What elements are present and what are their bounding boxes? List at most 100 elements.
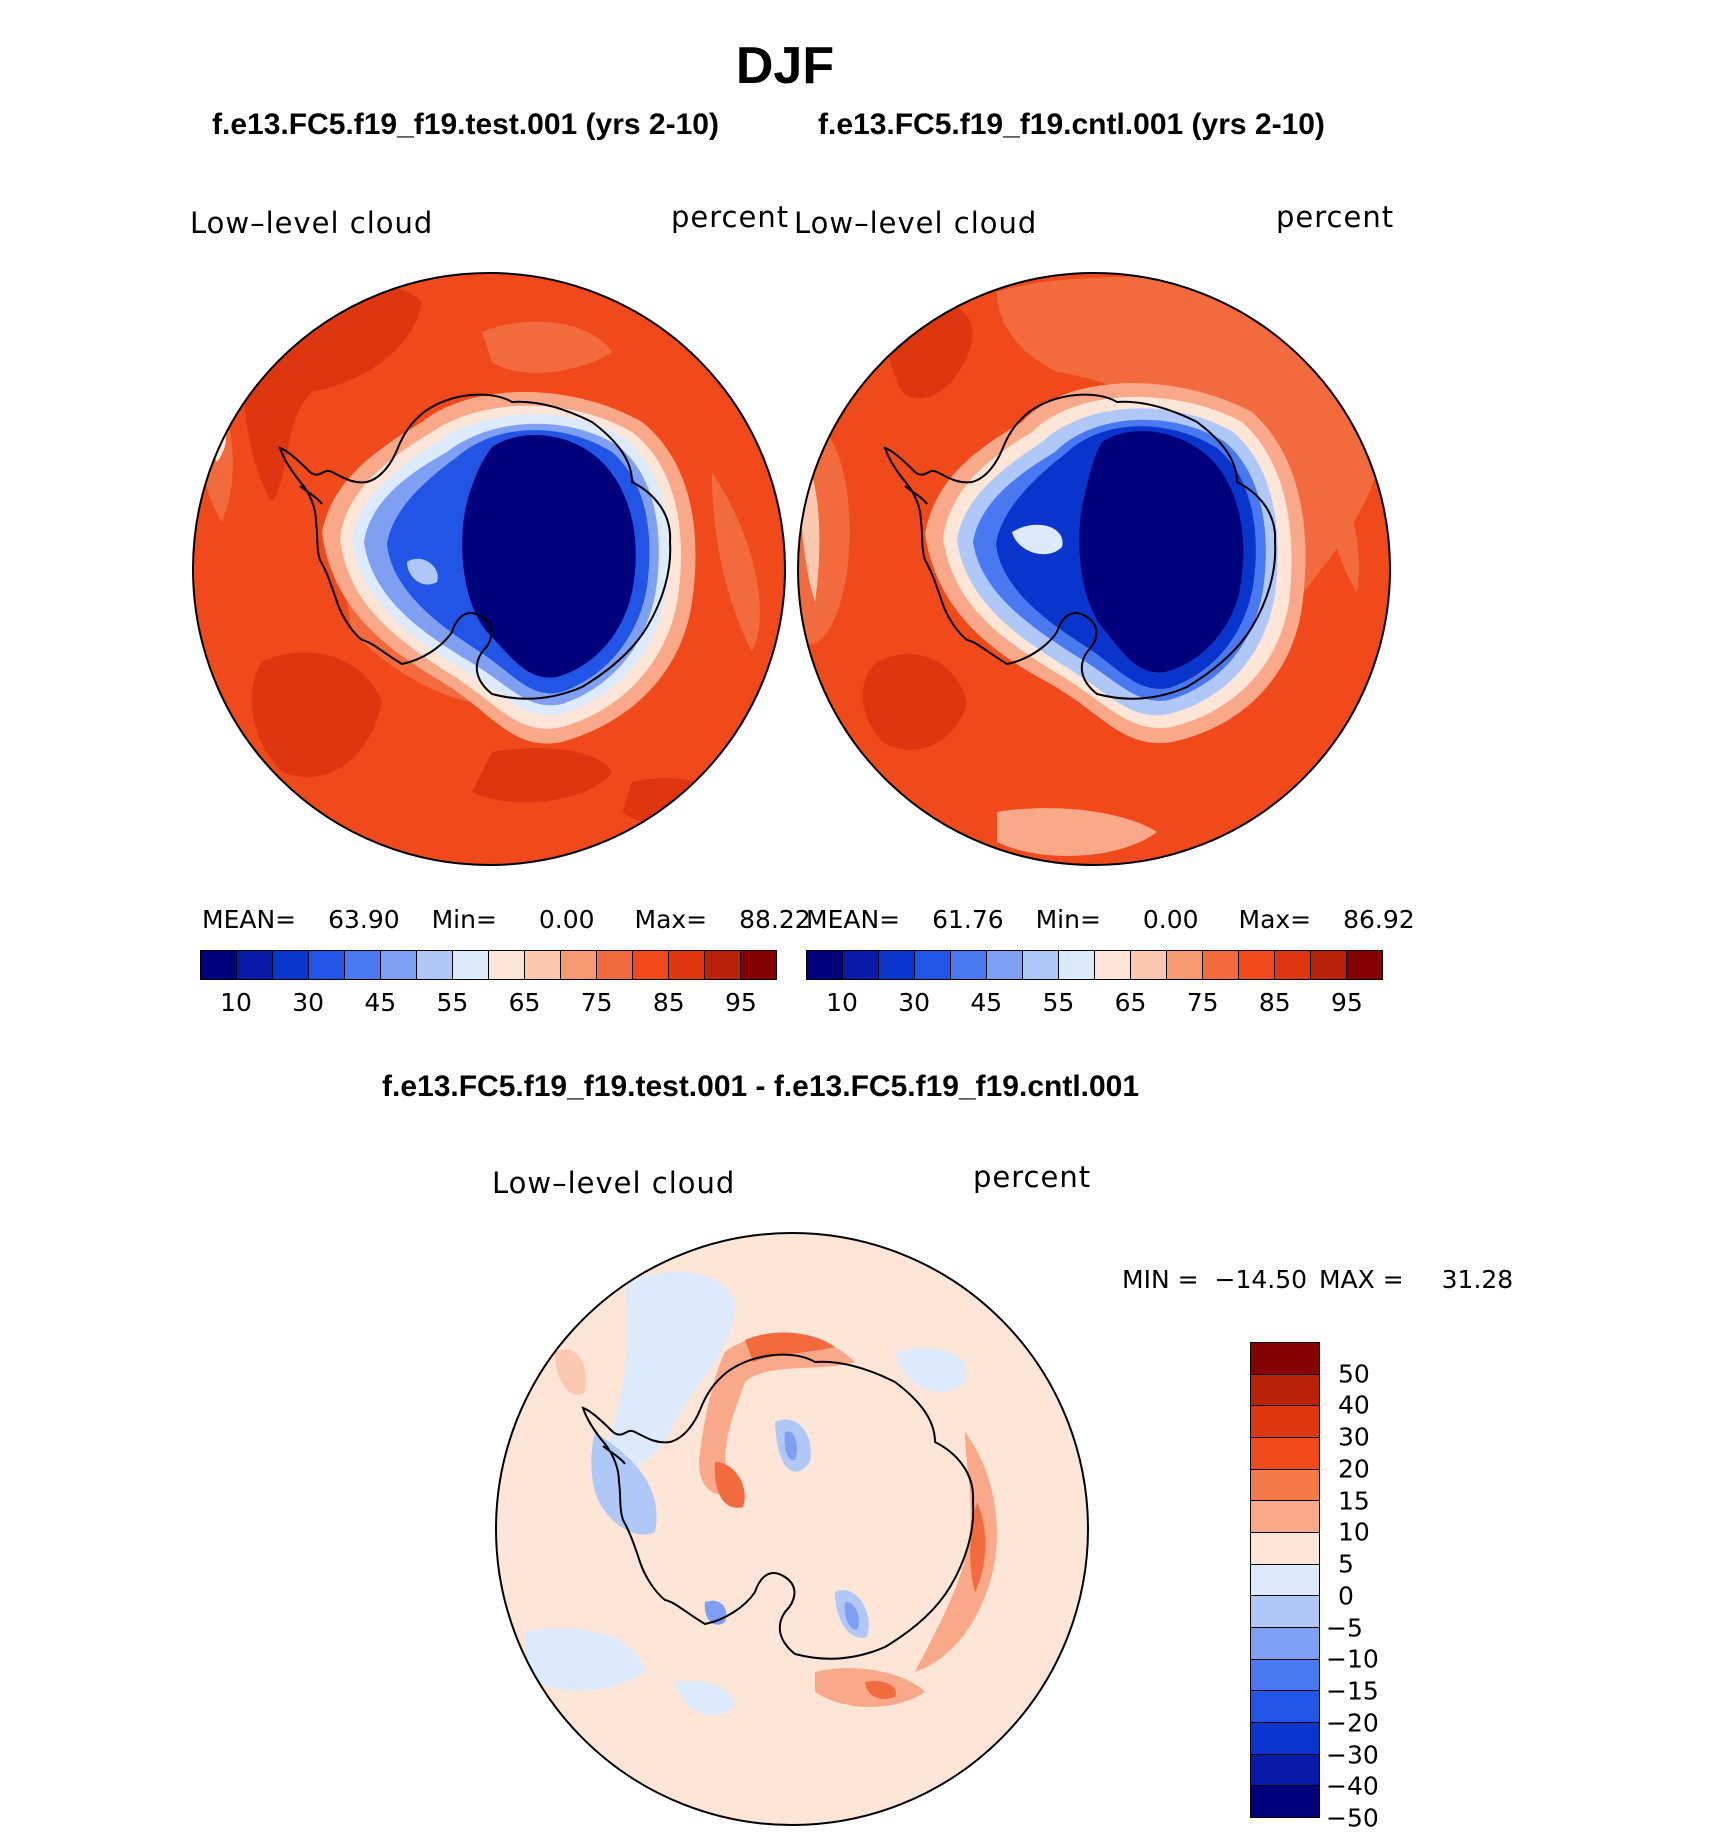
right-case-title: f.e13.FC5.f19_f19.cntl.001 (yrs 2-10) [818, 108, 1325, 141]
map-coastline [581, 1353, 975, 1660]
colorbar-tick-label: 10 [826, 988, 858, 1017]
colorbar-swatch [1251, 1564, 1319, 1597]
diff-minmax: MIN = −14.50 MAX = 31.28 [1122, 1265, 1513, 1294]
diff-case-title: f.e13.FC5.f19_f19.test.001 - f.e13.FC5.f… [382, 1070, 1140, 1103]
map-negative-region [591, 1432, 657, 1535]
colorbar-swatch [879, 951, 915, 979]
map-light-patch [407, 558, 438, 585]
left-case-title: f.e13.FC5.f19_f19.test.001 (yrs 2-10) [212, 108, 719, 141]
max-label: MAX = [1318, 1265, 1404, 1294]
colorbar-tick-label: 20 [1338, 1454, 1370, 1484]
colorbar-swatch [525, 951, 561, 979]
colorbar-swatch [1251, 1786, 1319, 1818]
map-blue-region [462, 435, 636, 678]
colorbar-tick-label: 55 [1042, 988, 1075, 1017]
map-positive-region [555, 1349, 586, 1395]
map-border [495, 1232, 1089, 1826]
colorbar-tick-label: 95 [725, 988, 757, 1017]
colorbar-tick-label: 10 [1338, 1517, 1370, 1547]
colorbar-swatch [273, 951, 309, 979]
map-negative-region [675, 1680, 735, 1715]
colorbar-swatch [1251, 1723, 1319, 1755]
colorbar-swatch [987, 951, 1023, 979]
map-coastline [602, 1445, 626, 1465]
colorbar-swatch [1239, 951, 1275, 979]
colorbar-tick-label: −40 [1326, 1771, 1379, 1801]
colorbar-tick-label: 55 [436, 988, 469, 1017]
map-light-region [997, 808, 1157, 856]
colorbar-swatch [201, 951, 237, 979]
colorbar-tick-label: 30 [1338, 1422, 1370, 1452]
colorbar-swatch [1167, 951, 1203, 979]
min-label: Min= [431, 905, 497, 934]
map-positive-region [865, 1681, 896, 1699]
map-coastline [883, 393, 1277, 700]
colorbar-swatch [1311, 951, 1347, 979]
colorbar-tick-label: 40 [1338, 1390, 1370, 1420]
colorbar-tick-label: 85 [652, 988, 685, 1017]
colorbar-swatch [1251, 1754, 1319, 1787]
colorbar-swatch [741, 951, 776, 979]
min-value: 0.00 [538, 905, 595, 934]
map-negative-region [895, 1348, 967, 1392]
colorbar-swatch [309, 951, 345, 979]
colorbar-tick-label: 30 [292, 988, 325, 1017]
left-units-label: percent [671, 200, 790, 234]
colorbar-swatch [1095, 951, 1131, 979]
right-stats: MEAN= 61.76 Min= 0.00 Max= 86.92 [806, 905, 1415, 934]
colorbar-swatch [1251, 1533, 1319, 1565]
map-field [496, 1233, 1088, 1825]
colorbar-swatch [705, 951, 741, 979]
colorbar-tick-label: 75 [580, 988, 613, 1017]
left-variable-label: Low–level cloud [190, 206, 434, 240]
colorbar-tick-label: 75 [1186, 988, 1219, 1017]
max-value: 88.22 [739, 905, 811, 934]
colorbar-swatch [1251, 1628, 1319, 1660]
right-units-label: percent [1276, 200, 1395, 234]
max-value: 31.28 [1441, 1265, 1514, 1294]
map-negative-region [525, 1628, 645, 1691]
diff-polar-map [495, 1232, 1089, 1826]
mean-label: MEAN= [202, 905, 297, 934]
colorbar-tick-label: 95 [1331, 988, 1363, 1017]
colorbar-swatch [489, 951, 525, 979]
colorbar-tick-label: 85 [1258, 988, 1291, 1017]
diff-variable-label: Low–level cloud [492, 1166, 736, 1200]
map-dark-region [472, 748, 612, 803]
mean-value: 63.90 [328, 905, 400, 934]
map-blue-region [1079, 430, 1244, 673]
colorbar-swatch [1251, 1438, 1319, 1470]
min-label: Min= [1035, 905, 1101, 934]
map-dark-region [251, 652, 382, 778]
colorbar-swatch [669, 951, 705, 979]
mean-label: MEAN= [806, 905, 901, 934]
left-stats: MEAN= 63.90 Min= 0.00 Max= 88.22 [202, 905, 811, 934]
colorbar-swatch [915, 951, 951, 979]
colorbar-tick-label: 30 [898, 988, 931, 1017]
map-positive-region [970, 1502, 986, 1592]
map-border [192, 272, 786, 866]
colorbar-swatch [1251, 1469, 1319, 1502]
map-coastline [299, 485, 323, 505]
colorbar-tick-label: −30 [1326, 1740, 1379, 1770]
map-positive-region [915, 1432, 997, 1672]
colorbar-swatch [345, 951, 381, 979]
right-variable-label: Low–level cloud [794, 206, 1038, 240]
colorbar-swatch [951, 951, 987, 979]
colorbar-swatch [1251, 1596, 1319, 1629]
colorbar-tick-label: 50 [1338, 1359, 1370, 1389]
colorbar-swatch [1347, 951, 1382, 979]
colorbar-tick-label: −50 [1326, 1803, 1379, 1833]
map-negative-region [784, 1431, 797, 1461]
colorbar-tick-label: −5 [1326, 1613, 1363, 1643]
colorbar-swatch [633, 951, 669, 979]
colorbar-tick-label: 10 [220, 988, 252, 1017]
right-polar-map [797, 272, 1391, 866]
map-positive-region [714, 1462, 745, 1508]
colorbar-swatch [1251, 1691, 1319, 1724]
colorbar-swatch [1131, 951, 1167, 979]
min-value: −14.50 [1214, 1265, 1308, 1294]
map-light-region [712, 472, 760, 652]
map-light-region [1297, 402, 1359, 592]
map-dark-region [622, 778, 732, 826]
